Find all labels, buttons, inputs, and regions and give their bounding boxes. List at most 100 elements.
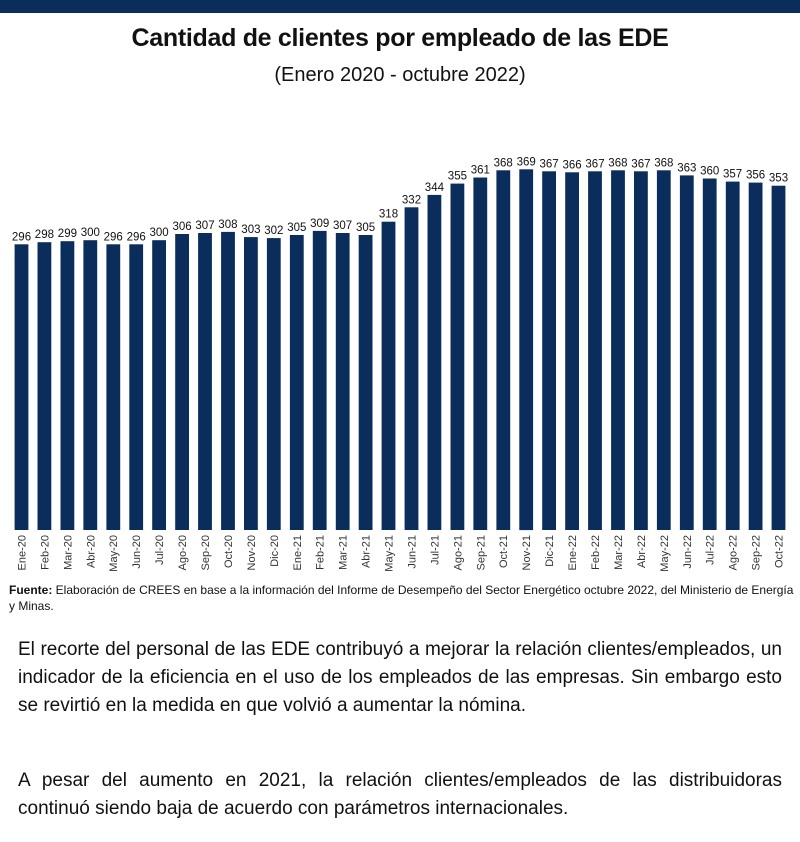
data-label-Ene-20: 296 [12, 231, 31, 243]
data-label-Sep-21: 361 [471, 165, 490, 177]
x-tick-Jul-22: Jul-22 [705, 535, 717, 565]
x-tick-Sep-20: Sep-20 [200, 535, 212, 570]
data-label-Abr-20: 300 [81, 227, 100, 239]
body-paragraph-1: El recorte del personal de las EDE contr… [18, 639, 782, 716]
bar-Ago-20 [175, 234, 189, 530]
bar-May-22 [656, 170, 671, 531]
bar-Mar-20 [60, 241, 75, 530]
data-label-Jun-20: 296 [127, 231, 146, 243]
data-label-May-20: 296 [104, 231, 123, 243]
bar-Nov-21 [519, 169, 534, 531]
body-paragraph-2: A pesar del aumento en 2021, la relación… [18, 770, 782, 819]
source-label: Fuente: [9, 583, 53, 597]
data-label-May-21: 318 [379, 209, 398, 221]
bar-Abr-22 [634, 171, 648, 531]
x-tick-Abr-21: Abr-21 [361, 535, 373, 568]
x-tick-Jul-21: Jul-21 [429, 535, 441, 565]
data-label-Dic-21: 367 [540, 158, 559, 170]
data-label-Ene-22: 366 [563, 159, 582, 171]
bar-Jun-20 [129, 244, 144, 531]
x-tick-Jul-20: Jul-20 [154, 535, 166, 565]
data-label-Mar-20: 299 [58, 228, 77, 240]
data-label-Feb-21: 309 [310, 218, 329, 230]
bar-Dic-20 [266, 238, 281, 530]
bar-Sep-20 [198, 233, 212, 530]
bar-Ago-22 [725, 181, 740, 530]
x-tick-Abr-20: Abr-20 [85, 535, 97, 568]
bar-Sep-22 [748, 182, 763, 530]
bar-Mar-22 [611, 170, 625, 531]
bar-Ene-20 [14, 244, 29, 531]
x-tick-Feb-21: Feb-21 [315, 535, 327, 570]
top-banner [0, 0, 800, 13]
data-label-Sep-22: 356 [746, 170, 765, 182]
data-label-Mar-21: 307 [333, 220, 352, 232]
x-tick-Ago-20: Ago-20 [177, 535, 189, 570]
bar-Mar-21 [335, 233, 350, 530]
data-label-May-22: 368 [654, 157, 673, 169]
x-tick-Ago-21: Ago-21 [452, 535, 464, 570]
x-tick-Ago-22: Ago-22 [728, 535, 740, 570]
bar-Jul-22 [702, 178, 717, 530]
data-label-Oct-22: 353 [769, 173, 788, 185]
data-label-Sep-20: 307 [195, 220, 214, 232]
x-tick-Sep-22: Sep-22 [751, 535, 763, 570]
x-tick-Ene-21: Ene-21 [292, 535, 304, 570]
x-tick-Dic-20: Dic-20 [269, 535, 281, 567]
bar-Nov-20 [244, 237, 258, 530]
data-label-Feb-22: 367 [585, 158, 604, 170]
x-tick-Oct-21: Oct-21 [498, 535, 510, 568]
data-label-Ene-21: 305 [287, 222, 306, 234]
data-label-Jun-22: 363 [677, 162, 696, 174]
x-tick-Jun-20: Jun-20 [131, 535, 143, 569]
x-tick-Ene-22: Ene-22 [567, 535, 579, 570]
x-tick-Feb-22: Feb-22 [590, 535, 602, 570]
bar-Sep-21 [473, 177, 488, 530]
x-tick-Jun-22: Jun-22 [682, 535, 694, 569]
x-tick-labels-group: Ene-20 Feb-20 Mar-20 Abr-20 May-20 Jun-20 Jul-… [17, 535, 786, 572]
bar-Jul-20 [152, 240, 166, 530]
x-tick-Jun-21: Jun-21 [407, 535, 419, 569]
bar-Feb-20 [37, 242, 52, 530]
x-tick-Mar-20: Mar-20 [62, 535, 74, 570]
x-tick-Abr-22: Abr-22 [636, 535, 648, 568]
data-label-Mar-22: 368 [608, 157, 627, 169]
x-tick-Nov-20: Nov-20 [246, 535, 258, 570]
x-tick-Ene-20: Ene-20 [17, 535, 29, 570]
x-tick-Oct-20: Oct-20 [223, 535, 235, 568]
bars-group [14, 169, 786, 531]
data-label-Jul-20: 300 [150, 227, 169, 239]
data-label-Oct-20: 308 [218, 219, 237, 231]
bar-Abr-20 [83, 240, 98, 530]
data-label-Jul-22: 360 [700, 166, 719, 178]
data-label-Ago-21: 355 [448, 171, 467, 183]
x-tick-Mar-22: Mar-22 [613, 535, 625, 570]
x-tick-Nov-21: Nov-21 [521, 535, 533, 570]
chart-subtitle: (Enero 2020 - octubre 2022) [274, 64, 526, 86]
chart-title: Cantidad de clientes por empleado de las… [131, 24, 669, 52]
data-label-Ago-22: 357 [723, 169, 742, 181]
source-note: Fuente: Elaboración de CREES en base a l… [9, 582, 794, 614]
data-label-Nov-21: 369 [517, 156, 536, 168]
bar-Jul-21 [427, 194, 442, 530]
source-text: Elaboración de CREES en base a la inform… [9, 583, 794, 613]
data-label-Jun-21: 332 [402, 194, 421, 206]
bar-Dic-21 [542, 171, 556, 531]
x-tick-Dic-21: Dic-21 [544, 535, 556, 567]
bar-Ene-21 [289, 235, 304, 530]
bar-Oct-20 [221, 231, 235, 530]
data-label-Abr-21: 305 [356, 222, 375, 234]
x-tick-May-20: May-20 [108, 535, 120, 572]
data-label-Ago-20: 306 [173, 221, 192, 233]
bar-Oct-22 [771, 185, 786, 530]
bar-Ene-22 [565, 172, 579, 531]
data-label-Jul-21: 344 [425, 182, 445, 194]
data-label-Oct-21: 368 [494, 157, 513, 169]
bar-Feb-22 [588, 171, 602, 531]
bar-May-20 [106, 244, 121, 531]
bar-Feb-21 [312, 230, 327, 530]
data-label-Nov-20: 303 [241, 224, 260, 236]
x-tick-May-21: May-21 [384, 535, 396, 572]
data-label-Feb-20: 298 [35, 229, 54, 241]
